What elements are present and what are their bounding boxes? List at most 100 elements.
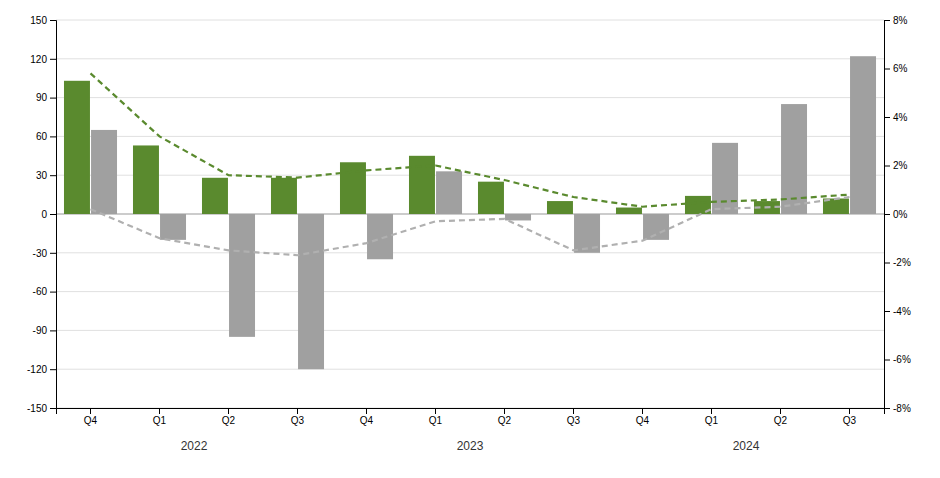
tick-label: -4% bbox=[893, 306, 911, 317]
tick-label: Q4 bbox=[636, 415, 650, 426]
tick-mark bbox=[884, 311, 890, 312]
tick-label: -8% bbox=[893, 403, 911, 414]
tick-mark bbox=[297, 408, 298, 414]
tick-mark bbox=[50, 214, 56, 215]
axis-line bbox=[57, 409, 885, 415]
tick: Q3 bbox=[291, 408, 305, 426]
tick-mark bbox=[780, 408, 781, 414]
bar bbox=[298, 214, 324, 369]
tick-mark bbox=[884, 263, 890, 264]
tick-label: Q1 bbox=[705, 415, 719, 426]
tick-label: 2% bbox=[893, 160, 908, 171]
tick-label: -120 bbox=[27, 364, 47, 375]
tick-label: Q2 bbox=[774, 415, 788, 426]
tick: Q2 bbox=[498, 408, 512, 426]
plot: Q4Q1Q2Q3Q4Q1Q2Q3Q4Q1Q2Q3-150-120-90-60-3… bbox=[27, 15, 911, 453]
tick: -6% bbox=[884, 354, 911, 365]
bar-series bbox=[91, 56, 876, 369]
y2-axis: -8%-6%-4%-2%0%2%4%6%8% bbox=[884, 15, 911, 414]
tick-label: Q2 bbox=[498, 415, 512, 426]
tick-mark bbox=[50, 330, 56, 331]
tick-mark bbox=[435, 408, 436, 414]
tick-mark bbox=[711, 408, 712, 414]
tick: 2% bbox=[884, 160, 908, 171]
tick-mark bbox=[50, 98, 56, 99]
grid-line bbox=[56, 20, 884, 21]
tick-label: Q3 bbox=[567, 415, 581, 426]
tick: Q4 bbox=[84, 408, 98, 426]
chart: Q4Q1Q2Q3Q4Q1Q2Q3Q4Q1Q2Q3-150-120-90-60-3… bbox=[0, 0, 940, 478]
tick-label: 90 bbox=[36, 92, 48, 103]
bar bbox=[478, 182, 504, 214]
grid-line bbox=[56, 369, 884, 370]
tick-mark bbox=[884, 69, 890, 70]
bar-series bbox=[64, 81, 849, 214]
tick: 150 bbox=[30, 15, 56, 26]
annotations: 2022 2023 2024 bbox=[181, 439, 760, 453]
tick-mark bbox=[50, 253, 56, 254]
tick-label: Q3 bbox=[291, 415, 305, 426]
tick-mark bbox=[884, 408, 890, 409]
tick: -150 bbox=[27, 403, 56, 414]
tick-mark bbox=[50, 136, 56, 137]
tick: -30 bbox=[33, 248, 56, 259]
tick-mark bbox=[50, 59, 56, 60]
tick: Q1 bbox=[705, 408, 719, 426]
bar bbox=[229, 214, 255, 337]
grid-line bbox=[56, 291, 884, 292]
annotation: 2023 bbox=[457, 439, 484, 453]
axis-line bbox=[50, 21, 57, 409]
tick-mark bbox=[884, 214, 890, 215]
tick: Q4 bbox=[360, 408, 374, 426]
axis-line bbox=[885, 21, 891, 409]
bar bbox=[409, 156, 435, 214]
grid bbox=[56, 20, 884, 408]
bar bbox=[547, 201, 573, 214]
tick-label: Q2 bbox=[222, 415, 236, 426]
bar bbox=[133, 145, 159, 214]
marks bbox=[64, 56, 876, 369]
tick: Q1 bbox=[153, 408, 167, 426]
tick-label: Q4 bbox=[360, 415, 374, 426]
tick-mark bbox=[228, 408, 229, 414]
bar bbox=[271, 178, 297, 214]
grid-line bbox=[56, 252, 884, 253]
tick-mark bbox=[573, 408, 574, 414]
tick-mark bbox=[50, 20, 56, 21]
line bbox=[91, 197, 850, 255]
tick-mark bbox=[849, 408, 850, 414]
bar bbox=[91, 130, 117, 214]
line bbox=[91, 73, 850, 206]
tick-label: -6% bbox=[893, 354, 911, 365]
tick-label: 30 bbox=[36, 170, 48, 181]
bar bbox=[160, 214, 186, 240]
tick: 30 bbox=[36, 170, 56, 181]
annotation: 2024 bbox=[733, 439, 760, 453]
tick: 6% bbox=[884, 63, 908, 74]
tick-label: 150 bbox=[30, 15, 47, 26]
tick: Q3 bbox=[843, 408, 857, 426]
bar bbox=[367, 214, 393, 259]
tick-label: -150 bbox=[27, 403, 47, 414]
tick-label: 0% bbox=[893, 209, 908, 220]
tick: 8% bbox=[884, 15, 908, 26]
tick-mark bbox=[50, 369, 56, 370]
bar bbox=[340, 162, 366, 214]
tick-label: Q4 bbox=[84, 415, 98, 426]
tick-label: -30 bbox=[33, 248, 48, 259]
tick: Q2 bbox=[774, 408, 788, 426]
tick: 60 bbox=[36, 131, 56, 142]
tick: Q4 bbox=[636, 408, 650, 426]
tick-mark bbox=[90, 408, 91, 414]
bar bbox=[202, 178, 228, 214]
bar bbox=[712, 143, 738, 214]
tick-label: 60 bbox=[36, 131, 48, 142]
x-axis: Q4 Q1 Q2 Q3 Q4 Q1 Q2 Q3 Q4 Q1 Q2 Q3 bbox=[57, 408, 885, 426]
tick: 0 bbox=[41, 209, 56, 220]
tick-mark bbox=[642, 408, 643, 414]
tick: -60 bbox=[33, 286, 56, 297]
annotation: 2022 bbox=[181, 439, 208, 453]
tick-label: Q1 bbox=[429, 415, 443, 426]
grid-line bbox=[56, 97, 884, 98]
bar bbox=[436, 171, 462, 214]
